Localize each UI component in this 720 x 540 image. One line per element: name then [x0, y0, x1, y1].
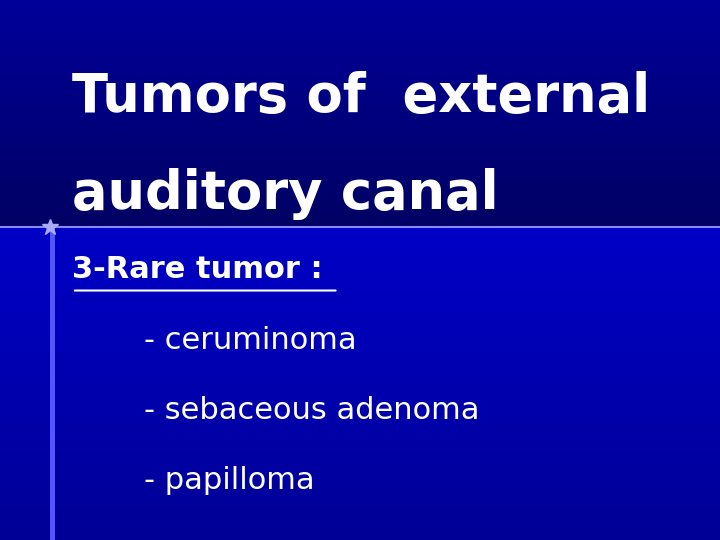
Bar — [0, 152, 720, 159]
Text: - ceruminoma: - ceruminoma — [144, 326, 356, 355]
Bar — [0, 192, 720, 198]
Bar — [0, 73, 720, 79]
Bar — [0, 312, 720, 321]
Bar — [0, 352, 720, 360]
Bar — [0, 524, 720, 532]
Bar — [0, 437, 720, 446]
Bar — [0, 22, 720, 28]
Bar — [0, 328, 720, 336]
Bar — [0, 453, 720, 462]
Bar — [0, 215, 720, 221]
Bar — [0, 375, 720, 383]
Bar — [0, 204, 720, 210]
Bar — [0, 242, 720, 250]
Bar — [0, 531, 720, 540]
Bar — [0, 508, 720, 516]
Bar — [0, 390, 720, 399]
Bar — [0, 399, 720, 407]
Bar — [0, 17, 720, 23]
Bar — [0, 28, 720, 34]
Text: - papilloma: - papilloma — [144, 466, 315, 495]
Bar — [0, 181, 720, 187]
Bar — [0, 170, 720, 176]
Bar — [0, 469, 720, 477]
Bar — [0, 500, 720, 509]
Bar — [0, 273, 720, 281]
Bar — [0, 164, 720, 170]
Text: Tumors of  external: Tumors of external — [72, 71, 650, 123]
Bar — [0, 107, 720, 113]
Bar — [0, 11, 720, 17]
Bar — [0, 485, 720, 493]
Bar — [0, 147, 720, 153]
Bar — [0, 220, 720, 227]
Bar — [0, 90, 720, 96]
Bar — [0, 158, 720, 164]
Bar — [0, 5, 720, 11]
Bar — [0, 516, 720, 524]
Bar — [0, 406, 720, 415]
Bar — [0, 33, 720, 39]
Bar — [0, 198, 720, 204]
Bar — [0, 422, 720, 430]
Bar — [0, 320, 720, 328]
Text: 3-Rare tumor :: 3-Rare tumor : — [72, 255, 323, 285]
Bar — [0, 281, 720, 289]
Bar — [0, 234, 720, 242]
Bar — [0, 102, 720, 108]
Bar — [0, 96, 720, 102]
Bar — [0, 367, 720, 375]
Bar — [0, 226, 720, 234]
Bar — [0, 79, 720, 85]
Bar — [50, 227, 55, 540]
Bar — [0, 265, 720, 274]
Bar — [0, 289, 720, 297]
Bar — [0, 119, 720, 125]
Bar — [0, 477, 720, 485]
Bar — [0, 446, 720, 454]
Bar — [0, 175, 720, 181]
Bar — [0, 130, 720, 136]
Bar — [0, 258, 720, 266]
Bar — [0, 51, 720, 57]
Bar — [0, 343, 720, 352]
Bar — [0, 296, 720, 305]
Bar — [0, 305, 720, 313]
Bar — [0, 39, 720, 45]
Text: auditory canal: auditory canal — [72, 168, 499, 220]
Text: - sebaceous adenoma: - sebaceous adenoma — [144, 396, 480, 425]
Bar — [0, 113, 720, 119]
Bar — [0, 336, 720, 345]
Bar — [0, 492, 720, 501]
Bar — [0, 414, 720, 422]
Bar — [0, 136, 720, 141]
Bar — [0, 209, 720, 215]
Bar — [0, 461, 720, 469]
Bar — [0, 62, 720, 68]
Bar — [0, 383, 720, 391]
Bar — [0, 0, 720, 5]
Bar — [0, 84, 720, 91]
Bar — [0, 249, 720, 258]
Bar — [0, 186, 720, 193]
Bar — [0, 68, 720, 73]
Bar — [0, 360, 720, 368]
Bar — [0, 124, 720, 130]
Bar — [0, 141, 720, 147]
Bar — [0, 56, 720, 62]
Bar — [0, 45, 720, 51]
Bar — [0, 430, 720, 438]
